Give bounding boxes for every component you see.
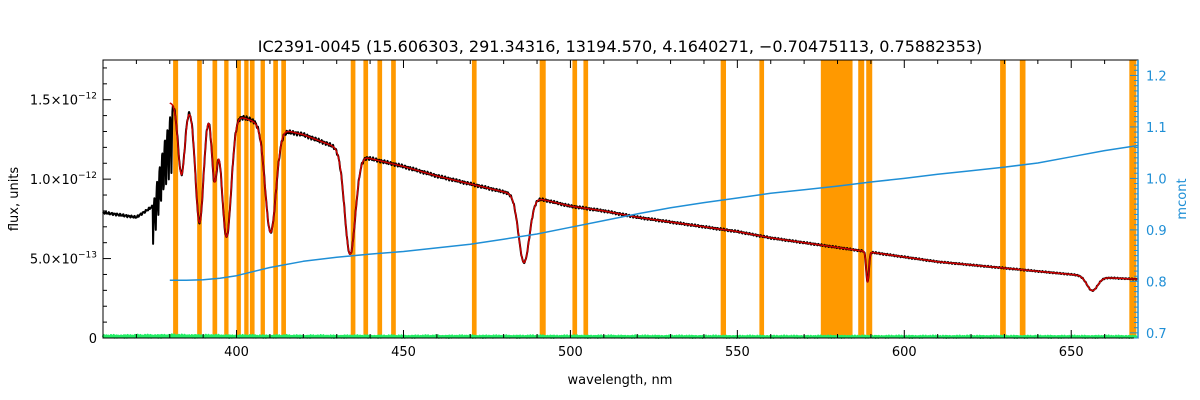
- masked-region-22: [866, 60, 873, 338]
- masked-region-17: [583, 60, 589, 338]
- series-group: [101, 102, 1139, 339]
- y-axis-label: flux, units: [7, 167, 22, 232]
- masked-region-6: [249, 60, 255, 338]
- masked-region-14: [471, 60, 477, 338]
- masked-region-11: [363, 60, 369, 338]
- x-tick-label: 450: [391, 345, 416, 360]
- y2-tick-label: 0.8: [1146, 275, 1167, 290]
- masked-regions-group: [173, 60, 1137, 338]
- masked-region-21: [858, 60, 865, 338]
- x-tick-label: 550: [725, 345, 750, 360]
- series-mcont: [169, 144, 1139, 282]
- masked-region-12: [377, 60, 383, 338]
- masked-region-4: [236, 60, 241, 338]
- masked-region-10: [350, 60, 356, 338]
- y-tick-label: 5.0×10−13: [30, 251, 97, 268]
- x-tick-label: 400: [224, 345, 249, 360]
- y2-tick-label: 1.1: [1146, 121, 1167, 136]
- y2-axis-label: mcont: [1175, 178, 1190, 219]
- y-tick-label: 0: [89, 332, 97, 347]
- masked-region-3: [224, 60, 229, 338]
- masked-region-18: [720, 60, 727, 338]
- chart-title: IC2391-0045 (15.606303, 291.34316, 13194…: [258, 37, 982, 56]
- masked-region-25: [1129, 60, 1137, 338]
- masked-region-2: [212, 60, 218, 338]
- masked-region-0: [173, 60, 179, 338]
- masked-region-20: [820, 60, 853, 338]
- masked-region-5: [244, 60, 249, 338]
- y-tick-label: 1.5×10−12: [30, 92, 97, 109]
- plot-frame: [102, 59, 1139, 339]
- masked-region-19: [759, 60, 765, 338]
- masked-region-24: [1019, 60, 1026, 338]
- x-axis: 400 450 500 550 600 650: [135, 60, 1139, 360]
- y2-axis: 0.7 0.8 0.9 1.0 1.1 1.2: [1130, 60, 1167, 342]
- y2-tick-label: 1.0: [1146, 172, 1167, 187]
- series-observed-flux: [102, 105, 1139, 292]
- x-tick-label: 500: [558, 345, 583, 360]
- y2-tick-label: 0.9: [1146, 224, 1167, 239]
- series-model-fit: [169, 102, 1139, 292]
- masked-region-1: [197, 60, 202, 338]
- masked-region-16: [572, 60, 578, 338]
- y2-tick-label: 0.7: [1146, 327, 1167, 342]
- y-axis: 0 5.0×10−13 1.0×10−12 1.5×10−12: [30, 67, 111, 347]
- masked-region-9: [281, 60, 286, 338]
- x-axis-label: wavelength, nm: [568, 373, 673, 388]
- masked-region-13: [391, 60, 396, 338]
- y-tick-label: 1.0×10−12: [30, 171, 97, 188]
- series-residual: [101, 333, 1139, 339]
- x-tick-label: 600: [892, 345, 917, 360]
- y2-tick-label: 1.2: [1146, 69, 1167, 84]
- masked-region-23: [1000, 60, 1006, 338]
- x-tick-label: 650: [1059, 345, 1084, 360]
- masked-region-7: [260, 60, 265, 338]
